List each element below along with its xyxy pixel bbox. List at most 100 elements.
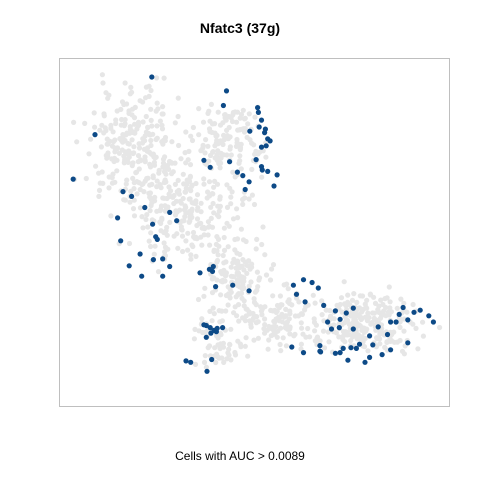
background-cell [144,212,150,218]
highlighted-cell-point [405,317,411,323]
background-cell [219,355,225,361]
background-cell [86,151,92,157]
background-cell [388,338,395,344]
background-cell [128,188,134,194]
background-cell [212,121,218,127]
background-cell [333,330,339,336]
highlighted-cell-point [209,356,215,363]
background-cell [401,300,407,306]
background-cell [127,199,133,205]
background-cell [240,201,246,207]
background-cell [277,293,283,299]
background-cell [170,169,176,175]
background-cell [221,247,228,253]
background-cell [236,265,242,271]
background-cell [103,152,109,159]
background-cell [341,332,347,338]
background-cell [222,115,228,121]
background-cell [162,154,168,160]
background-cell [410,321,416,327]
highlighted-cell-point [321,302,327,308]
background-cell [146,130,152,137]
background-cell [220,141,226,148]
background-cell [219,271,225,277]
highlighted-cell-point [230,282,236,288]
highlighted-cell-point [315,285,321,291]
background-cell [206,179,213,185]
background-cell [160,104,166,110]
background-cell [228,201,234,207]
highlighted-cell-point [332,350,338,356]
highlighted-cell-point [265,168,271,174]
background-cell [167,219,173,225]
background-cell [241,285,247,291]
background-cell [112,179,118,185]
background-cell [150,175,156,181]
background-cell [361,344,368,350]
highlighted-cell-point [120,189,126,195]
background-cell [211,210,217,216]
background-cell [169,139,175,145]
background-cell [193,234,199,240]
background-cell [112,137,118,143]
background-cell [237,341,243,347]
background-cell [145,124,151,131]
background-cell [267,277,274,283]
background-cell [214,333,220,339]
background-cell [202,226,208,232]
background-cell [227,185,233,191]
background-cell [211,275,217,281]
background-cell [273,316,279,322]
background-cell [278,325,284,331]
background-cell [319,298,325,304]
background-cell [235,270,242,276]
background-cell [193,180,199,187]
background-cell [91,110,97,116]
background-cell [235,127,241,133]
x-axis-label: Cells with AUC > 0.0089 [175,449,305,463]
background-cell [212,143,218,149]
background-cell [227,134,233,140]
highlighted-cell-point [150,221,156,227]
background-cell [193,253,199,259]
background-cell [228,152,234,158]
background-cell [82,120,88,126]
background-cell [225,284,231,290]
background-cell [118,106,124,112]
highlighted-cell-point [223,88,230,94]
highlighted-cell-point [227,159,233,165]
background-cell [370,310,376,316]
background-cell [180,248,186,255]
background-cell [194,216,201,222]
background-cell [224,204,231,210]
highlighted-cell-point [396,311,402,317]
background-cell [199,242,205,248]
background-cell [235,215,241,221]
background-cell [200,142,206,148]
background-cell [203,364,209,370]
background-cell [148,117,154,123]
background-cell [252,313,258,320]
background-cell [190,229,197,236]
background-cell [363,304,369,310]
highlighted-cell-point [207,325,213,331]
background-cell [211,247,217,253]
background-cell [155,269,162,275]
background-cell [255,319,261,325]
background-cell [285,286,291,292]
background-cell [235,302,242,308]
highlighted-cell-point [325,319,331,325]
highlighted-cell-point [356,341,363,347]
background-cell [243,335,249,341]
background-cell [387,305,393,311]
background-cell [122,80,128,86]
background-cell [238,111,245,118]
background-cell [120,133,126,140]
background-cell [241,303,247,309]
background-cell [278,348,284,354]
highlighted-cell-point [137,251,143,257]
highlighted-cell-point [256,124,262,130]
background-cell [365,348,371,354]
highlighted-cell-point [317,348,323,354]
background-cell [187,162,194,168]
